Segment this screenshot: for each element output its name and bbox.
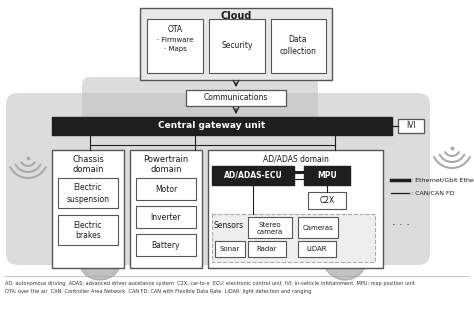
Text: LiDAR: LiDAR (307, 246, 327, 252)
Bar (136, 178, 196, 200)
Text: OTA: OTA (167, 24, 182, 33)
Bar (52, 117, 392, 135)
Text: Powertrain: Powertrain (143, 156, 189, 165)
FancyBboxPatch shape (82, 77, 318, 135)
Text: · Maps: · Maps (164, 46, 186, 52)
Text: AD/ADAS-ECU: AD/ADAS-ECU (224, 171, 283, 180)
Text: Stereo: Stereo (259, 222, 281, 228)
Text: Electric: Electric (74, 183, 102, 192)
Text: brakes: brakes (75, 232, 101, 240)
Bar (298, 241, 336, 257)
Bar (136, 206, 196, 228)
Text: Battery: Battery (152, 240, 180, 249)
Text: C2X: C2X (319, 196, 335, 205)
Bar (130, 150, 202, 268)
Text: Motor: Motor (155, 184, 177, 193)
Bar (215, 241, 245, 257)
Bar (248, 241, 286, 257)
Text: Electric: Electric (74, 220, 102, 229)
Text: AD: autonomous driving  ADAS: advanced driver assistance system  C2X: car-to-x  : AD: autonomous driving ADAS: advanced dr… (5, 280, 415, 285)
Text: domain: domain (150, 165, 182, 173)
Bar (58, 178, 118, 208)
Bar (398, 119, 424, 133)
Text: IVI: IVI (406, 121, 416, 131)
Bar (140, 8, 332, 80)
Bar (136, 234, 196, 256)
Bar (147, 19, 203, 73)
Text: Central gateway unit: Central gateway unit (158, 121, 265, 131)
Text: Inverter: Inverter (151, 213, 181, 222)
Bar (304, 166, 350, 185)
Bar (298, 217, 338, 238)
Text: Cameras: Cameras (302, 225, 333, 231)
Circle shape (323, 236, 367, 280)
Circle shape (78, 236, 122, 280)
Text: : CAN/CAN FD: : CAN/CAN FD (411, 191, 455, 196)
Text: Data: Data (289, 35, 307, 44)
Text: : Ethernet/Gbit Ethernet: : Ethernet/Gbit Ethernet (411, 177, 474, 182)
Text: suspension: suspension (66, 194, 109, 203)
Bar (186, 90, 286, 106)
Bar (212, 166, 294, 185)
Text: · · ·: · · · (392, 220, 410, 230)
Bar (209, 19, 265, 73)
Text: Sonar: Sonar (220, 246, 240, 252)
Text: Cloud: Cloud (220, 11, 252, 21)
Text: Security: Security (221, 42, 253, 50)
Bar (271, 19, 326, 73)
Bar (208, 150, 383, 268)
Bar (58, 215, 118, 245)
Text: collection: collection (280, 47, 317, 55)
Bar (212, 214, 375, 262)
Text: OTA: over the air  CAN: Controller Area Network  CAN FD: CAN with Flexible Data : OTA: over the air CAN: Controller Area N… (5, 289, 311, 294)
Text: · Firmware: · Firmware (157, 37, 193, 43)
Text: Communications: Communications (204, 94, 268, 102)
Text: AD/ADAS domain: AD/ADAS domain (263, 155, 328, 163)
Bar (248, 217, 292, 238)
Bar (308, 192, 346, 209)
Text: domain: domain (72, 165, 104, 173)
Text: camera: camera (257, 229, 283, 235)
Text: Sensors: Sensors (214, 222, 244, 230)
Bar (52, 150, 124, 268)
Text: MPU: MPU (317, 171, 337, 180)
Text: Radar: Radar (257, 246, 277, 252)
FancyBboxPatch shape (6, 93, 430, 265)
Text: Chassis: Chassis (72, 156, 104, 165)
